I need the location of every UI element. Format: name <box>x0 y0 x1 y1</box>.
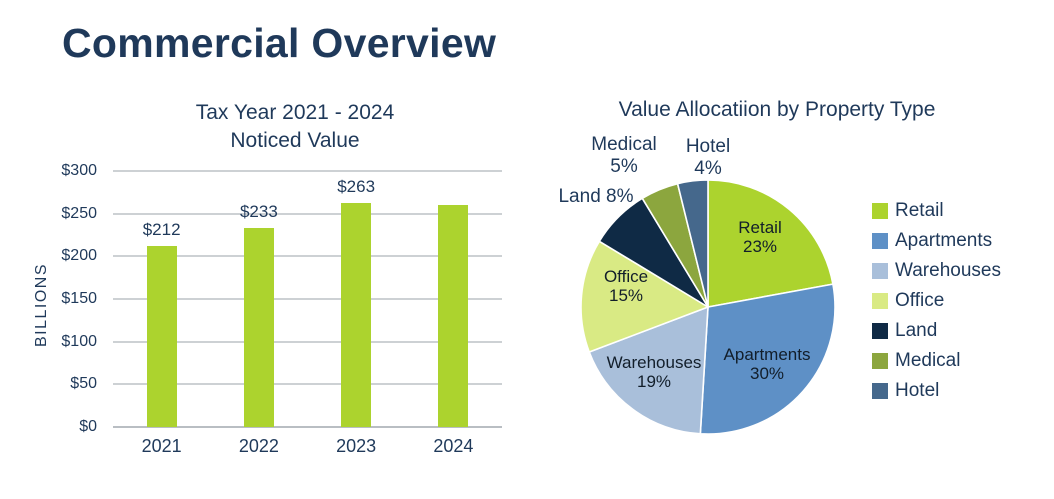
pie-chart <box>580 179 836 435</box>
bar-value-label-2022: $233 <box>239 202 278 222</box>
legend-swatch-icon <box>872 263 888 279</box>
bar-chart-title: Tax Year 2021 - 2024 Noticed Value <box>90 99 500 155</box>
bar-2022 <box>243 228 274 427</box>
x-tick-label-2022: 2022 <box>238 436 279 456</box>
bar-2024 <box>438 205 469 427</box>
gridline-50 <box>113 383 502 386</box>
bar-value-label-2021: $212 <box>142 220 181 240</box>
y-tick-label: $250 <box>61 204 97 222</box>
legend-item-office: Office <box>872 290 1001 311</box>
legend-swatch-icon <box>872 233 888 249</box>
pie-slice-retail <box>707 179 834 308</box>
pie-chart-title: Value Allocatiion by Property Type <box>618 98 936 121</box>
gridline-200 <box>113 255 502 258</box>
legend-label: Medical <box>895 350 961 371</box>
y-tick-label: $50 <box>70 375 97 393</box>
legend-item-land: Land <box>872 320 1001 341</box>
bar-chart-y-axis-ticks: $0 $50 $100 $150 $200 $250 $300 <box>30 162 97 435</box>
x-tick-label-2021: 2021 <box>141 436 182 456</box>
bar-2023 <box>341 202 372 427</box>
gridline-300 <box>113 170 502 172</box>
y-tick-label: $300 <box>61 162 97 179</box>
legend-label: Retail <box>895 200 944 221</box>
pie-slice-apartments <box>699 283 836 435</box>
legend-item-warehouses: Warehouses <box>872 260 1001 281</box>
legend-swatch-icon <box>872 383 888 399</box>
legend-swatch-icon <box>872 203 888 219</box>
legend-item-retail: Retail <box>872 200 1001 221</box>
page-title: Commercial Overview <box>62 20 497 66</box>
pie-label-name: Hotel <box>685 136 731 157</box>
legend-item-medical: Medical <box>872 350 1001 371</box>
x-tick-label-2024: 2024 <box>433 436 474 456</box>
bar-value-label-2023: $263 <box>337 176 376 196</box>
bar-2021 <box>146 246 177 427</box>
pie-slice-hotel <box>676 179 709 308</box>
legend-label: Warehouses <box>895 260 1001 281</box>
legend-label: Land <box>895 320 938 341</box>
y-tick-label: $150 <box>61 290 97 307</box>
pie-label-name: Medical <box>591 134 657 155</box>
legend-label: Hotel <box>895 380 940 401</box>
legend-swatch-icon <box>872 323 888 339</box>
gridline-100 <box>113 340 502 343</box>
pie-slice-office <box>580 240 709 353</box>
y-tick-label: $200 <box>61 247 97 265</box>
y-tick-label: $0 <box>79 418 97 435</box>
legend-item-hotel: Hotel <box>872 380 1001 401</box>
legend-swatch-icon <box>872 353 888 369</box>
bar-chart-x-axis-ticks: 2021 2022 2023 2024 <box>113 436 502 458</box>
gridline-250 <box>113 212 502 215</box>
gridline-150 <box>113 298 502 300</box>
legend-item-apartments: Apartments <box>872 230 1001 251</box>
bar-chart-title-line1: Tax Year 2021 - 2024 <box>195 101 395 124</box>
y-tick-label: $100 <box>61 332 97 350</box>
legend-label: Apartments <box>895 230 993 251</box>
x-tick-label-2023: 2023 <box>336 436 377 456</box>
pie-slice-warehouses <box>588 306 709 435</box>
bar-chart-plot-area: $212 $233 $263 <box>113 170 502 428</box>
legend-label: Office <box>895 290 945 311</box>
gridline-0 <box>113 426 502 428</box>
pie-chart-legend: Retail Apartments Warehouses Office Land Medi… <box>872 200 1001 401</box>
legend-swatch-icon <box>872 293 888 309</box>
bar-chart-title-line2: Noticed Value <box>230 129 360 152</box>
